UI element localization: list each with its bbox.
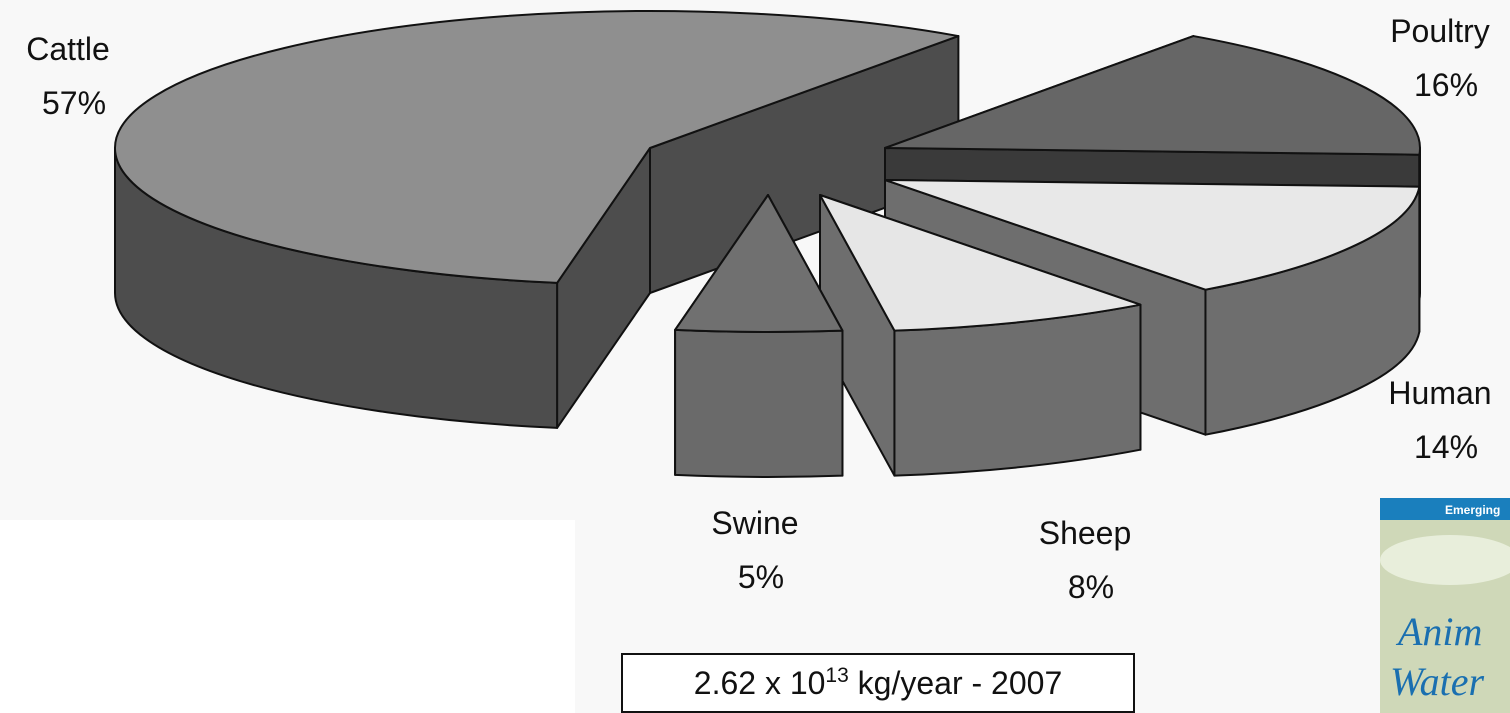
value-label: 14% [1414,429,1478,465]
category-label: Swine [711,505,798,541]
pie-slice [884,179,1421,291]
pie-slice [114,10,960,284]
annotation-rest: kg/year - 2007 [849,665,1062,701]
cover-thumbnail: Emerging Anim Water [1380,498,1510,713]
category-label: Sheep [1039,515,1132,551]
pie-slice [884,35,1421,156]
annotation-base: 2.62 x 10 [694,665,826,701]
value-label: 5% [738,559,784,595]
annotation: 2.62 x 1013 kg/year - 2007 [694,664,1062,701]
category-label: Poultry [1390,13,1490,49]
pie-side [674,328,844,479]
pie-slice [819,194,1142,332]
cover-art [1380,535,1510,585]
pie [114,10,1421,479]
cover-title: Anim [1395,609,1482,654]
background-patch [0,520,575,713]
pie-side [893,303,1142,477]
cover-image [1380,498,1510,713]
value-label: 8% [1068,569,1114,605]
pie-slice [674,194,844,334]
category-label: Cattle [26,31,110,67]
cover-banner-text: Emerging [1445,503,1500,517]
annotation-exponent: 13 [825,664,848,687]
annotation-box [621,653,1135,713]
value-label: 57% [42,85,106,121]
category-label: Human [1388,375,1491,411]
value-label: 16% [1414,67,1478,103]
cover-banner [1380,498,1510,520]
cover-title: Water [1390,659,1485,704]
